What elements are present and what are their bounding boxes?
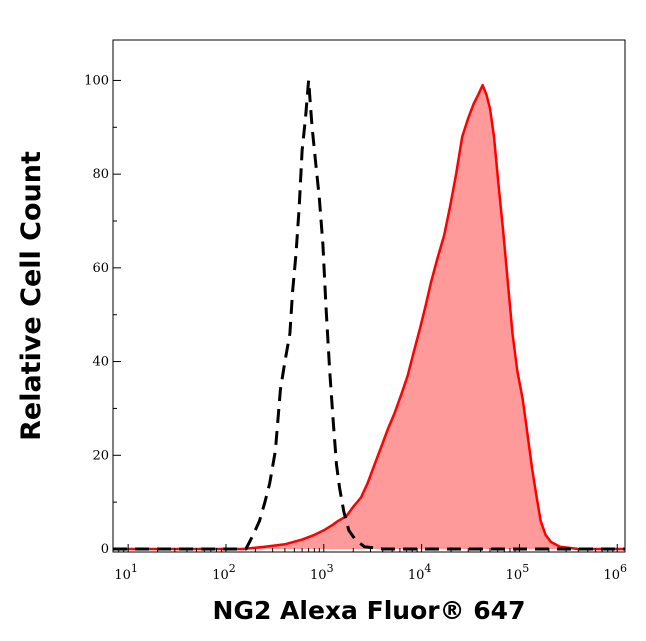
- x-tick-label: 105: [506, 562, 530, 583]
- y-tick-label: 40: [92, 355, 109, 370]
- series-1-line: [113, 83, 625, 551]
- plot-area: [113, 78, 625, 551]
- x-tick-label: 106: [603, 562, 627, 583]
- x-tick-label: 103: [310, 562, 334, 583]
- axes: 101 102 103 104 105 106 0 20 40 60 80 100: [84, 73, 627, 583]
- series-1-area: [113, 85, 625, 549]
- x-tick-label: 102: [212, 562, 236, 583]
- x-tick-label: 101: [114, 562, 138, 583]
- series-0-line: [113, 78, 625, 551]
- y-tick-label: 100: [84, 73, 109, 88]
- x-tick-label: 104: [408, 562, 432, 583]
- y-tick-label: 80: [92, 167, 109, 182]
- x-axis-title: NG2 Alexa Fluor® 647: [213, 596, 526, 625]
- y-tick-label: 0: [101, 542, 109, 557]
- y-tick-label: 60: [92, 261, 109, 276]
- plot-frame: [112, 39, 626, 553]
- y-tick-label: 20: [92, 448, 109, 463]
- y-axis-title: Relative Cell Count: [16, 151, 47, 441]
